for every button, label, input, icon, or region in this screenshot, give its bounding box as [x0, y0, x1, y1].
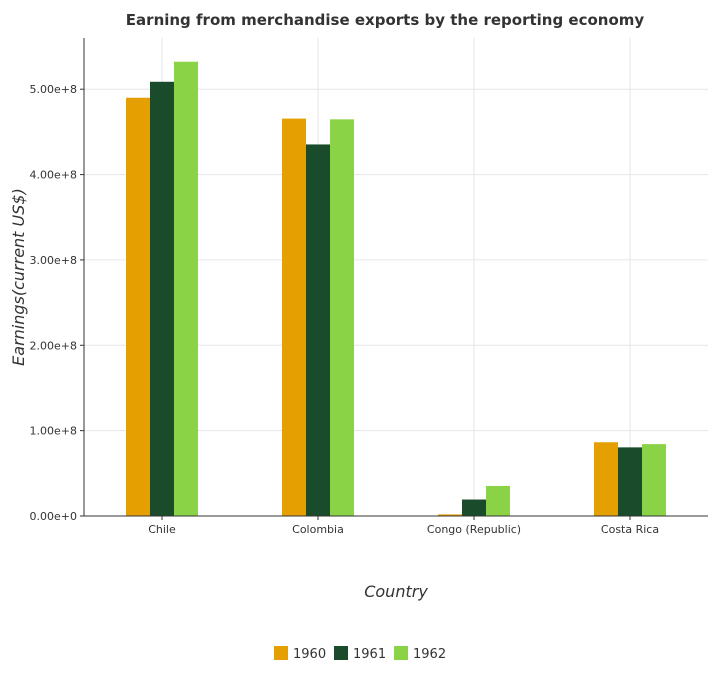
bar-1960-chile	[126, 97, 150, 516]
bar-1960-congo-republic-	[438, 514, 462, 516]
x-tick-label: Congo (Republic)	[427, 523, 521, 536]
y-axis-label: Earnings(current US$)	[9, 188, 28, 366]
y-tick-label: 0.00e+0	[30, 510, 77, 523]
legend-label-1962: 1962	[413, 647, 446, 662]
legend-label-1960: 1960	[293, 647, 326, 662]
bar-1961-congo-republic-	[462, 499, 486, 516]
y-tick-label: 1.00e+8	[30, 425, 77, 438]
bar-1962-chile	[174, 61, 198, 517]
y-tick-label: 5.00e+8	[30, 83, 77, 96]
legend-swatch-1962	[394, 646, 408, 660]
bar-1961-chile	[150, 81, 174, 517]
x-tick-label: Chile	[148, 523, 176, 536]
bar-1962-costa-rica	[642, 444, 666, 516]
bars	[126, 61, 666, 517]
plot-area: 0.00e+0 1.00e+8 2.00e+8 3.00e+8 4.00e+8 5.00e…	[30, 38, 708, 536]
bar-1960-costa-rica	[594, 442, 618, 516]
x-axis-label: Country	[364, 582, 428, 601]
y-tick-label: 3.00e+8	[30, 254, 77, 267]
bar-1961-colombia	[306, 144, 330, 516]
bar-1960-colombia	[282, 118, 306, 516]
bar-1962-colombia	[330, 119, 354, 516]
legend-label-1961: 1961	[353, 647, 386, 662]
x-axis: Chile Colombia Congo (Republic) Costa Rica	[84, 515, 708, 536]
x-tick-label: Colombia	[292, 523, 344, 536]
legend-swatch-1961	[334, 646, 348, 660]
y-tick-label: 2.00e+8	[30, 339, 77, 352]
y-axis: 0.00e+0 1.00e+8 2.00e+8 3.00e+8 4.00e+8 5.00e…	[30, 38, 85, 523]
legend: 1960 1961 1962	[274, 646, 446, 662]
x-tick-label: Costa Rica	[601, 523, 659, 536]
bar-1961-costa-rica	[618, 447, 642, 516]
chart-title: Earning from merchandise exports by the …	[126, 11, 645, 29]
bar-1962-congo-republic-	[486, 485, 510, 516]
y-tick-label: 4.00e+8	[30, 169, 77, 182]
legend-swatch-1960	[274, 646, 288, 660]
